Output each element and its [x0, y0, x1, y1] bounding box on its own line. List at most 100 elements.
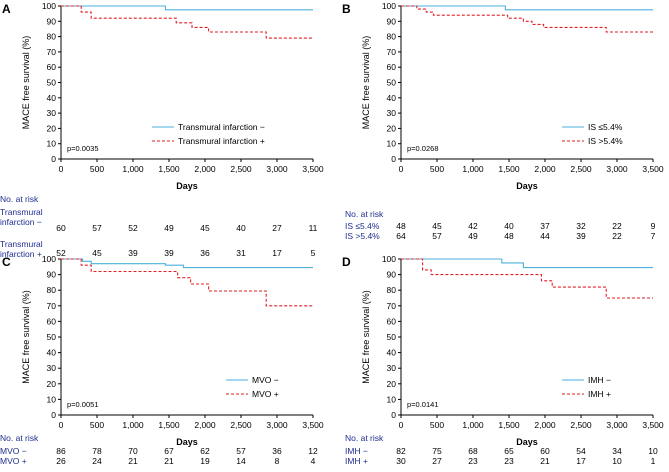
- y-tick-label: 70: [387, 47, 397, 57]
- y-tick-label: 100: [42, 1, 56, 11]
- x-axis-label: Days: [516, 181, 538, 191]
- y-tick-label: 100: [382, 254, 396, 264]
- risk-value: 24: [92, 456, 102, 466]
- risk-value: 48: [396, 221, 406, 231]
- legend-entry: Transmural infarction −: [178, 122, 265, 132]
- legend-entry: MVO +: [252, 389, 279, 399]
- risk-value: 49: [164, 223, 174, 233]
- y-tick-label: 0: [391, 154, 396, 164]
- y-axis-label: MACE free survival (%): [361, 290, 371, 384]
- risk-value: 40: [236, 223, 246, 233]
- x-tick-label: 2,000: [534, 164, 556, 174]
- risk-value: 36: [272, 446, 282, 456]
- risk-value: 32: [576, 221, 586, 231]
- risk-value: 14: [236, 456, 246, 466]
- x-axis-label: Days: [516, 437, 538, 447]
- risk-value: 45: [92, 248, 102, 258]
- risk-value: 11: [309, 223, 318, 233]
- risk-value: 82: [396, 446, 406, 456]
- x-tick-label: 2,000: [194, 164, 216, 174]
- risk-row-label: infarction +: [0, 249, 42, 259]
- risk-value: 52: [56, 248, 66, 258]
- risk-value: 10: [612, 456, 622, 466]
- x-tick-label: 1,000: [462, 164, 484, 174]
- legend-entry: Transmural infarction +: [178, 136, 265, 146]
- risk-value: 60: [540, 446, 550, 456]
- x-tick-label: 0: [59, 164, 64, 174]
- x-tick-label: 0: [59, 420, 64, 430]
- p-value-label: p=0.0035: [67, 144, 99, 153]
- y-tick-label: 90: [387, 270, 397, 280]
- risk-row-label: IS ≤5.4%: [345, 221, 380, 231]
- x-tick-label: 0: [399, 164, 404, 174]
- survival-curve-positive: [401, 5, 653, 33]
- y-tick-label: 30: [387, 363, 397, 373]
- y-tick-label: 90: [47, 16, 57, 26]
- risk-value: 75: [432, 446, 442, 456]
- risk-value: 10: [648, 446, 658, 456]
- risk-value: 60: [56, 223, 66, 233]
- risk-value: 45: [432, 221, 442, 231]
- y-axis-label: MACE free survival (%): [21, 290, 31, 384]
- survival-curve-positive: [61, 258, 313, 307]
- risk-value: 1: [651, 456, 656, 466]
- risk-value: 52: [128, 223, 138, 233]
- risk-value: 44: [540, 231, 550, 241]
- x-tick-label: 3,000: [606, 420, 628, 430]
- y-axis-label: MACE free survival (%): [361, 36, 371, 130]
- legend-entry: IMH +: [588, 389, 611, 399]
- x-tick-label: 2,000: [534, 420, 556, 430]
- y-tick-label: 80: [47, 32, 57, 42]
- y-tick-label: 50: [47, 332, 57, 342]
- risk-value: 67: [164, 446, 174, 456]
- risk-row-label: IMH −: [345, 446, 368, 456]
- x-tick-label: 1,000: [462, 420, 484, 430]
- legend-entry: IS ≤5.4%: [588, 122, 623, 132]
- legend-entry: MVO −: [252, 375, 279, 385]
- y-tick-label: 10: [47, 394, 57, 404]
- p-value-label: p=0.0051: [67, 400, 99, 409]
- y-tick-label: 40: [387, 348, 397, 358]
- risk-value: 42: [468, 221, 478, 231]
- y-tick-label: 10: [387, 394, 397, 404]
- risk-value: 23: [504, 456, 514, 466]
- y-tick-label: 100: [42, 254, 56, 264]
- risk-value: 7: [651, 231, 656, 241]
- x-tick-label: 500: [90, 164, 104, 174]
- risk-value: 26: [56, 456, 66, 466]
- panel-d: D 0 10 20 30 40 50 60 70 80 90 100 0 500 1,000 1,500 2,0…: [342, 254, 664, 466]
- y-tick-label: 40: [47, 93, 57, 103]
- panel-letter: D: [342, 255, 351, 269]
- risk-value: 39: [164, 248, 174, 258]
- x-tick-label: 3,500: [302, 420, 324, 430]
- risk-value: 65: [504, 446, 514, 456]
- y-tick-label: 70: [47, 47, 57, 57]
- panel-letter: C: [2, 255, 11, 269]
- y-tick-label: 10: [47, 139, 57, 149]
- risk-row-label: MVO +: [0, 456, 27, 466]
- survival-curve-negative: [61, 258, 313, 269]
- panel-c: C 0 10 20 30 40 50 60 70 80 90 100 0 500 1,000 1,500 2,0…: [0, 254, 324, 466]
- risk-value: 57: [92, 223, 102, 233]
- risk-value: 40: [504, 221, 514, 231]
- risk-value: 12: [308, 446, 318, 456]
- y-tick-label: 70: [387, 301, 397, 311]
- y-tick-label: 30: [387, 108, 397, 118]
- survival-curve-negative: [401, 258, 653, 269]
- risk-value: 86: [56, 446, 66, 456]
- risk-value: 4: [311, 456, 316, 466]
- risk-value: 39: [128, 248, 138, 258]
- y-tick-label: 50: [387, 78, 397, 88]
- panel-a: A 0 10 20 30 40 50 60 70 80 90 100 0 500 1,000 1,500 2,0…: [0, 1, 324, 259]
- y-tick-label: 60: [387, 316, 397, 326]
- risk-value: 57: [432, 231, 442, 241]
- y-tick-label: 30: [47, 108, 57, 118]
- legend-entry: IS >5.4%: [588, 136, 623, 146]
- y-tick-label: 20: [47, 123, 57, 133]
- panel-letter: A: [2, 2, 11, 16]
- y-tick-label: 60: [47, 62, 57, 72]
- y-tick-label: 0: [391, 410, 396, 420]
- risk-value: 64: [396, 231, 406, 241]
- x-tick-label: 1,000: [122, 164, 144, 174]
